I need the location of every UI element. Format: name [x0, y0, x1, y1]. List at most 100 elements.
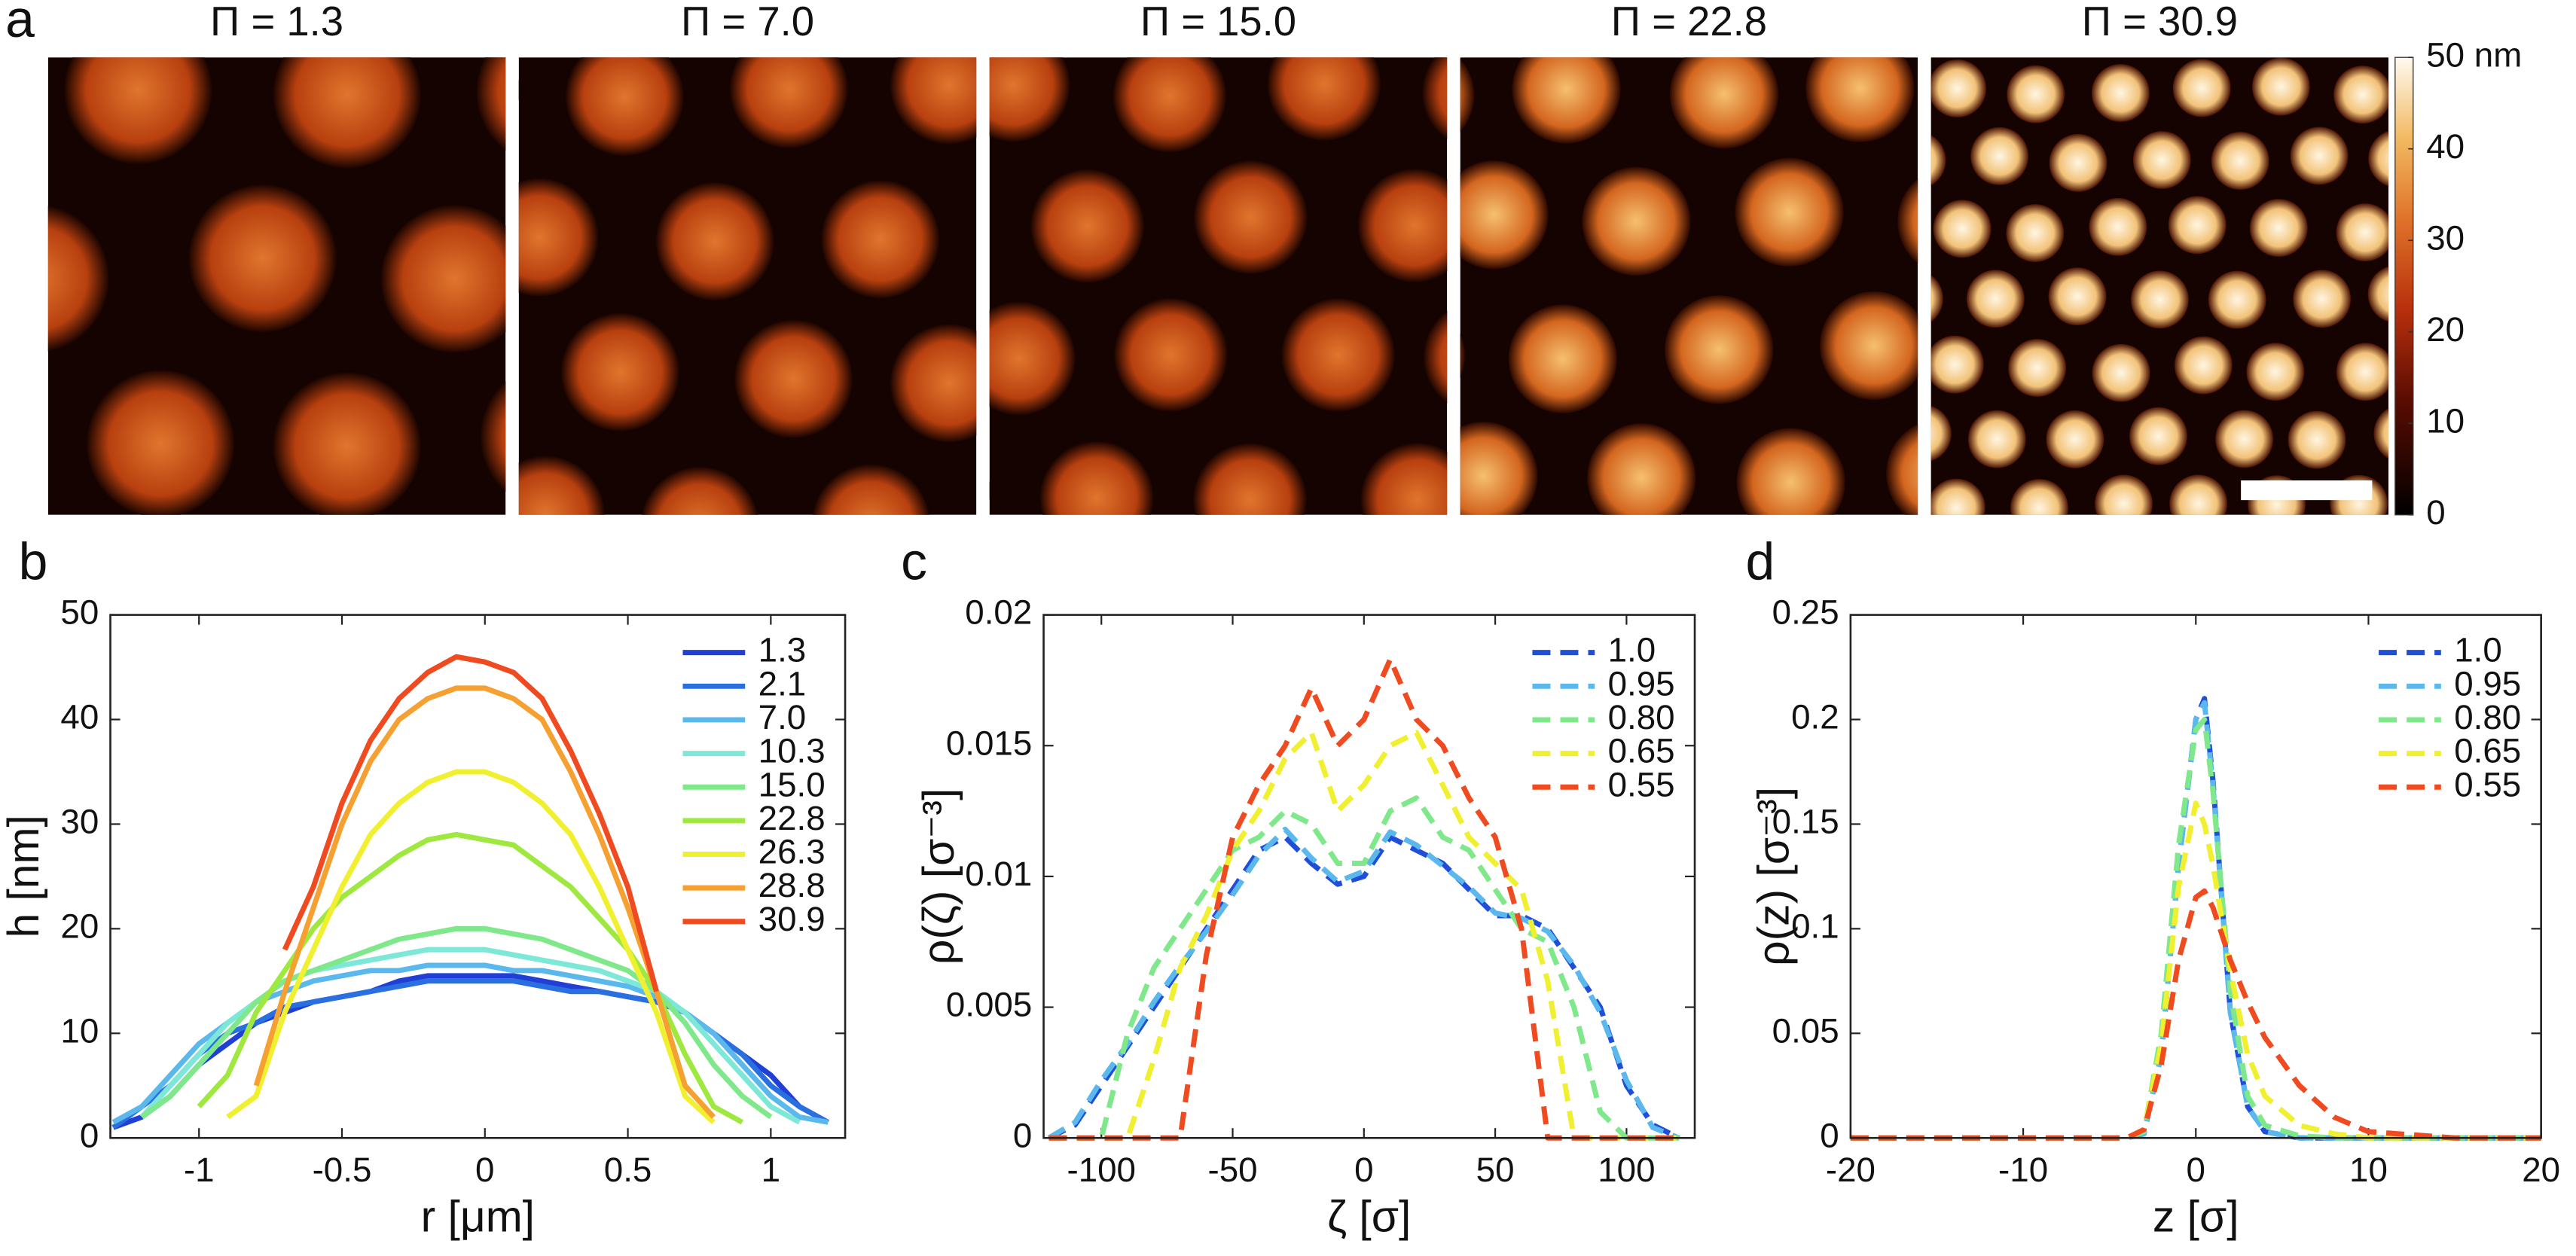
- micrograph-bg: [989, 57, 1448, 515]
- domain: [2370, 550, 2428, 608]
- x-tick-label: 20: [2522, 1151, 2560, 1189]
- panel-label: d: [1746, 532, 1775, 591]
- domain: [2208, 270, 2266, 329]
- domain: [2215, 410, 2274, 468]
- domain: [1424, 310, 1448, 403]
- x-tick-label: -0.5: [313, 1151, 372, 1189]
- domain: [2336, 343, 2389, 401]
- micrograph: [0, 57, 728, 699]
- domain: [734, 319, 853, 438]
- legend-label: 0.65: [2454, 732, 2521, 770]
- domain: [1460, 59, 1475, 132]
- y-tick-label: 0.1: [1791, 907, 1839, 945]
- domain: [1460, 334, 1465, 378]
- domain: [655, 182, 774, 300]
- domain: [2293, 270, 2352, 328]
- legend-label: 0.65: [1608, 732, 1675, 770]
- domain: [1508, 304, 1617, 413]
- domain: [273, 57, 421, 169]
- domain: [2288, 410, 2346, 469]
- domain: [1889, 547, 1947, 605]
- y-tick-label: 0: [1820, 1116, 1839, 1154]
- domain: [1886, 424, 1918, 515]
- y-tick-label: 0.2: [1791, 698, 1839, 736]
- legend-label: 30.9: [758, 900, 826, 938]
- domain: [2336, 203, 2389, 261]
- series-line: [1850, 717, 2541, 1141]
- legend-label: 22.8: [758, 799, 826, 837]
- domain: [1054, 605, 1172, 724]
- domain: [1193, 443, 1307, 515]
- domain: [1930, 59, 1986, 117]
- domain: [2373, 408, 2389, 459]
- domain: [989, 301, 1076, 416]
- series-line: [253, 685, 716, 1119]
- x-tick-label: -1: [184, 1151, 215, 1189]
- colorbar-tick-label: 40: [2426, 127, 2465, 166]
- x-tick-label: -100: [1067, 1151, 1136, 1189]
- plot-frame: [109, 614, 847, 1139]
- domain: [1360, 443, 1448, 515]
- domain: [2049, 133, 2107, 192]
- series-line: [140, 925, 773, 1120]
- domain: [478, 0, 596, 2]
- domain: [872, 0, 986, 2]
- domain: [518, 80, 520, 101]
- x-axis-label: z [σ]: [2153, 1193, 2239, 1242]
- domain: [1971, 550, 2080, 658]
- domain: [565, 57, 684, 156]
- domain: [581, 551, 728, 699]
- domain: [981, 0, 1099, 10]
- domain: [642, 466, 758, 515]
- domain: [0, 363, 12, 511]
- domain: [2168, 196, 2227, 255]
- x-axis-label: ζ [σ]: [1327, 1193, 1411, 1242]
- domain: [1897, 178, 1918, 264]
- domain: [1805, 57, 1915, 142]
- colorbar-tick-label: 0: [2426, 493, 2445, 532]
- colorbar-tick-label: 10: [2426, 401, 2465, 440]
- colorbar-tick-label: 50 nm: [2426, 35, 2522, 74]
- domain: [804, 0, 922, 5]
- panel-label: b: [19, 532, 48, 591]
- domain: [2010, 479, 2068, 515]
- y-tick-label: 10: [60, 1011, 99, 1050]
- domain: [989, 480, 990, 500]
- domain: [1582, 166, 1691, 276]
- x-tick-label: -50: [1207, 1151, 1257, 1189]
- domain: [810, 582, 923, 696]
- domain: [2291, 0, 2349, 45]
- domain: [1430, 579, 1544, 693]
- domain: [1665, 295, 1774, 404]
- domain: [821, 180, 940, 299]
- domain: [890, 57, 977, 145]
- domain: [476, 57, 506, 151]
- domain: [1967, 410, 2026, 468]
- image-title: Π = 22.8: [1611, 0, 1767, 44]
- domain: [380, 205, 506, 353]
- domain: [1966, 270, 2025, 328]
- image-title: Π = 30.9: [2082, 0, 2238, 44]
- x-tick-label: -10: [1998, 1151, 2048, 1189]
- domain: [557, 593, 676, 711]
- y-axis-label: ρ(ζ) [σ⁻³]: [914, 788, 963, 965]
- domain: [1029, 0, 1143, 11]
- domain: [2290, 127, 2349, 185]
- x-tick-label: 50: [1476, 1151, 1515, 1189]
- domain: [2172, 59, 2231, 117]
- domain: [1887, 0, 1945, 52]
- domain: [2214, 548, 2272, 606]
- domain: [1460, 422, 1538, 515]
- domain: [1973, 548, 2031, 606]
- domain: [1460, 160, 1549, 270]
- domain: [1587, 423, 1696, 515]
- x-tick-label: 0.5: [604, 1151, 652, 1189]
- domain: [518, 178, 599, 297]
- y-tick-label: 20: [60, 907, 99, 945]
- domain: [2050, 552, 2108, 610]
- domain: [2368, 130, 2389, 187]
- y-tick-label: 0.15: [1772, 803, 1839, 841]
- domain: [1510, 553, 1619, 662]
- domain: [1735, 157, 1844, 267]
- domain: [1669, 57, 1779, 149]
